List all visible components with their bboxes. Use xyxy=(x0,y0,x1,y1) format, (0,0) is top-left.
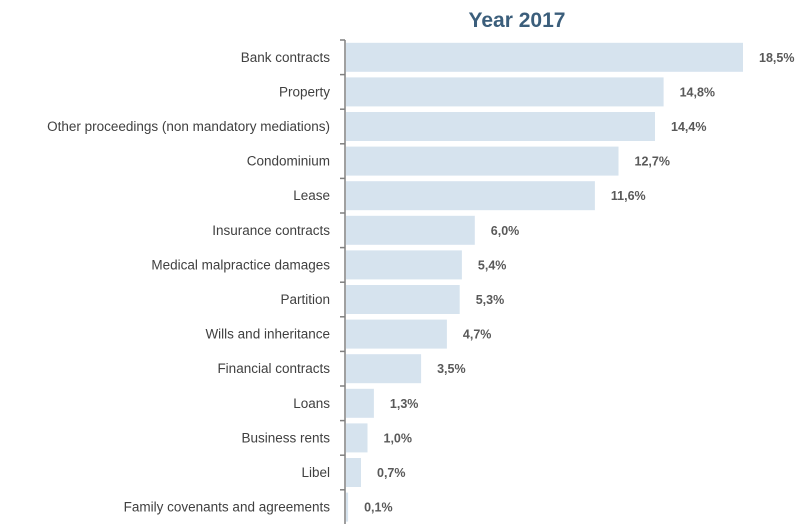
category-label-11: Business rents xyxy=(241,430,330,445)
category-label-2: Other proceedings (non mandatory mediati… xyxy=(47,119,330,134)
category-label-9: Financial contracts xyxy=(217,361,330,376)
value-label-2: 14,4% xyxy=(671,120,706,134)
category-label-1: Property xyxy=(279,84,330,99)
value-label-13: 0,1% xyxy=(364,501,393,515)
category-labels-group: Bank contracts Property Other proceedings … xyxy=(47,50,330,515)
category-label-12: Libel xyxy=(301,465,330,480)
bar-4 xyxy=(346,181,595,211)
bar-0 xyxy=(346,42,743,72)
category-label-3: Condominium xyxy=(247,154,330,169)
value-label-1: 14,8% xyxy=(680,85,715,99)
category-label-13: Family covenants and agreements xyxy=(124,500,331,515)
chart-title: Year 2017 xyxy=(469,9,566,32)
bar-2 xyxy=(346,112,655,141)
value-label-5: 6,0% xyxy=(491,224,520,238)
category-label-10: Loans xyxy=(293,396,330,411)
bar-6 xyxy=(346,250,462,280)
value-label-12: 0,7% xyxy=(377,466,406,480)
value-label-0: 18,5% xyxy=(759,51,794,65)
category-label-0: Bank contracts xyxy=(241,50,331,65)
bar-11 xyxy=(346,423,368,453)
y-axis xyxy=(340,39,346,524)
bar-5 xyxy=(346,215,475,245)
category-label-7: Partition xyxy=(280,292,330,307)
category-label-6: Medical malpractice damages xyxy=(151,257,330,272)
value-label-9: 3,5% xyxy=(437,362,466,376)
bar-3 xyxy=(346,146,619,176)
category-label-4: Lease xyxy=(293,188,330,203)
category-label-5: Insurance contracts xyxy=(212,223,330,238)
value-label-4: 11,6% xyxy=(611,189,646,203)
value-label-10: 1,3% xyxy=(390,397,419,411)
value-label-6: 5,4% xyxy=(478,258,507,272)
bar-10 xyxy=(346,388,374,418)
value-label-7: 5,3% xyxy=(476,293,505,307)
bar-9 xyxy=(346,354,422,384)
value-labels-group: 18,5% 14,8% 14,4% 12,7% 11,6% 6,0% 5,4% 5,3% 4,7… xyxy=(364,51,794,515)
bar-1 xyxy=(346,77,664,107)
bars-group xyxy=(346,42,743,522)
value-label-11: 1,0% xyxy=(384,431,413,445)
bar-7 xyxy=(346,285,460,314)
bar-12 xyxy=(346,458,361,487)
category-label-8: Wills and inheritance xyxy=(205,327,330,342)
bar-8 xyxy=(346,319,447,349)
value-label-8: 4,7% xyxy=(463,328,492,342)
bar-13 xyxy=(346,492,349,522)
value-label-3: 12,7% xyxy=(635,155,670,169)
